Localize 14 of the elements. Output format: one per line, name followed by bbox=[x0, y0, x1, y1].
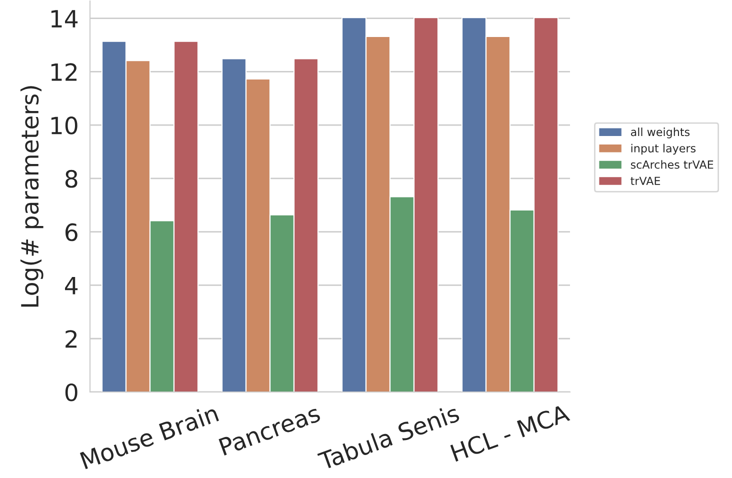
y-tick-label: 10 bbox=[51, 116, 78, 134]
y-tick-label: 6 bbox=[66, 223, 78, 242]
legend-label: all weights bbox=[630, 128, 690, 138]
y-tick-label: 2 bbox=[66, 330, 77, 348]
legend-label: scArches trVAE bbox=[630, 160, 714, 169]
y-tick-label: 14 bbox=[51, 10, 78, 28]
y-tick-label: 4 bbox=[65, 277, 78, 294]
y-tick-label: 8 bbox=[65, 170, 78, 188]
y-tick-label: 0 bbox=[65, 383, 78, 402]
legend-label: input layers bbox=[631, 144, 696, 155]
x-tick-label: Mouse Brain bbox=[80, 404, 220, 470]
legend-label: trVAE bbox=[630, 176, 660, 185]
y-tick-label: 12 bbox=[51, 63, 77, 81]
y-axis-title: Log(# parameters) bbox=[20, 86, 44, 307]
